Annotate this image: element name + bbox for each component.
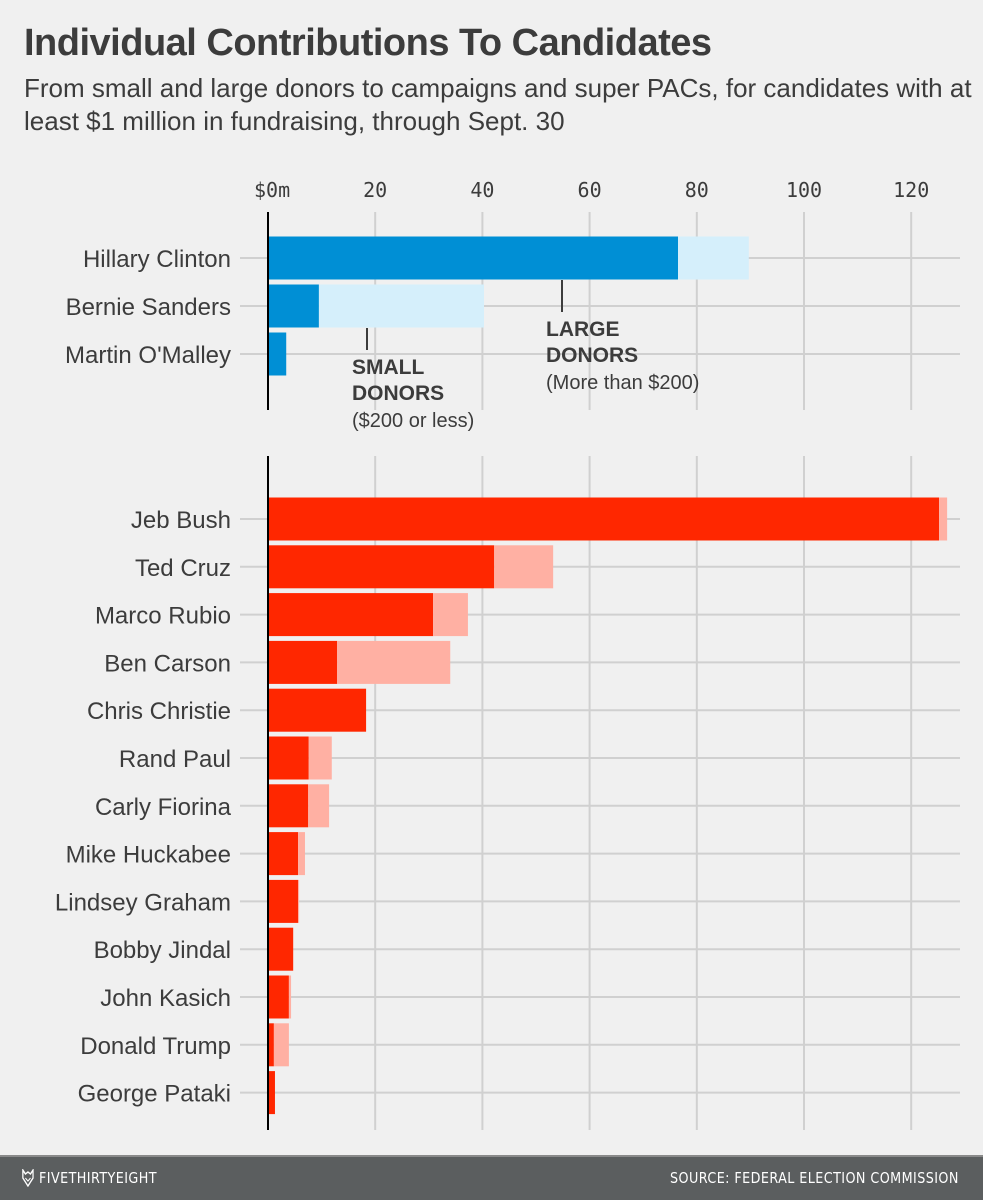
candidate-label: Marco Rubio	[95, 603, 231, 630]
bar-small-donors	[678, 236, 749, 280]
candidate-label: Ted Cruz	[135, 555, 231, 582]
x-tick-label: $0m	[254, 178, 290, 202]
bar-small-donors	[318, 284, 485, 328]
candidate-label: George Pataki	[78, 1081, 231, 1108]
chart-subtitle: From small and large donors to campaigns…	[24, 73, 972, 136]
bar-large-donors	[268, 545, 495, 589]
bar-large-donors	[268, 688, 367, 732]
bar-large-donors	[268, 832, 299, 876]
candidate-label: Carly Fiorina	[95, 794, 232, 821]
annotation-small-title: DONORS	[352, 382, 444, 405]
candidate-label: Jeb Bush	[131, 507, 231, 534]
x-tick-label: 120	[893, 178, 929, 202]
candidate-label: Donald Trump	[80, 1033, 231, 1060]
x-tick-label: 40	[470, 178, 494, 202]
bar-small-donors	[494, 545, 554, 589]
bar-large-donors	[268, 1023, 274, 1067]
x-tick-label: 60	[578, 178, 602, 202]
footer-bar: FIVETHIRTYEIGHT SOURCE: FEDERAL ELECTION…	[0, 1155, 983, 1200]
bar-small-donors	[298, 832, 305, 876]
candidate-label: Hillary Clinton	[83, 246, 231, 273]
bar-large-donors	[268, 332, 287, 376]
annotation-small-title: SMALL	[352, 356, 424, 379]
brand-name: FIVETHIRTYEIGHT	[39, 1169, 157, 1187]
candidate-label: Lindsey Graham	[55, 889, 231, 916]
bar-chart: $0m 20 40 60 80 100 120 Hillary Clinton Bernie S…	[55, 178, 960, 1130]
bar-large-donors	[268, 736, 309, 780]
bar-small-donors	[337, 640, 451, 684]
annotation-small-note: ($200 or less)	[352, 410, 474, 432]
bar-small-donors	[273, 1023, 289, 1067]
bar-large-donors	[268, 284, 319, 328]
bar-large-donors	[268, 879, 299, 923]
bar-large-donors	[268, 497, 940, 541]
candidate-label: John Kasich	[100, 985, 231, 1012]
bar-large-donors	[268, 975, 289, 1019]
bar-large-donors	[268, 1071, 275, 1115]
x-tick-label: 20	[363, 178, 387, 202]
candidate-label: Rand Paul	[119, 746, 231, 773]
annotation-large-title: LARGE	[546, 318, 620, 341]
x-tick-label: 80	[685, 178, 709, 202]
bar-small-donors	[288, 975, 292, 1019]
bar-large-donors	[268, 927, 294, 971]
chart-title: Individual Contributions To Candidates	[24, 22, 712, 64]
bar-large-donors	[268, 593, 434, 637]
candidate-label: Bernie Sanders	[66, 294, 231, 321]
annotation-large-note: (More than $200)	[546, 372, 699, 394]
bar-large-donors	[268, 236, 679, 280]
fivethirtyeight-fox-icon	[22, 1169, 34, 1187]
candidate-label: Mike Huckabee	[66, 842, 231, 869]
candidate-label: Ben Carson	[104, 650, 231, 677]
candidate-label: Bobby Jindal	[94, 937, 231, 964]
x-tick-label: 100	[786, 178, 822, 202]
bar-small-donors	[308, 736, 332, 780]
brand: FIVETHIRTYEIGHT	[22, 1169, 157, 1187]
candidate-label: Martin O'Malley	[65, 342, 231, 369]
bar-large-donors	[268, 784, 309, 828]
annotation-large-title: DONORS	[546, 344, 638, 367]
bar-small-donors	[298, 879, 300, 923]
bar-small-donors	[308, 784, 330, 828]
bar-small-donors	[433, 593, 468, 637]
candidate-label: Chris Christie	[87, 698, 231, 725]
source-credit: SOURCE: FEDERAL ELECTION COMMISSION	[670, 1169, 959, 1187]
bar-small-donors	[939, 497, 948, 541]
bar-large-donors	[268, 640, 338, 684]
